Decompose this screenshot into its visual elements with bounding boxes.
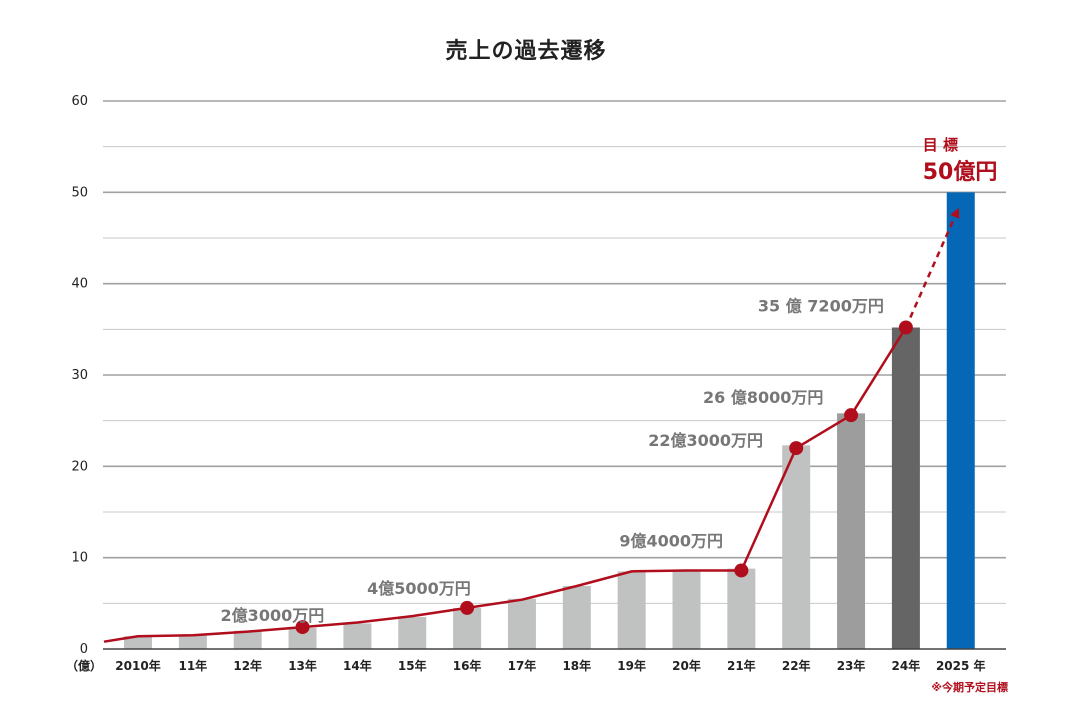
y-unit-label: （億） (66, 658, 102, 673)
trend-marker (460, 600, 475, 615)
x-tick-label: 11年 (178, 658, 207, 673)
bar (837, 413, 866, 649)
trend-marker (734, 563, 749, 578)
footnote: ※今期予定目標 (931, 680, 1008, 694)
bar (891, 327, 920, 649)
bar (178, 634, 207, 649)
x-tick-label: 2010年 (115, 658, 160, 673)
x-tick-label: 12年 (233, 658, 262, 673)
bar (617, 571, 646, 649)
bar (782, 445, 811, 649)
trend-marker (844, 408, 859, 423)
x-tick-label: 15年 (398, 658, 427, 673)
y-tick-label: 20 (71, 459, 88, 474)
bar (398, 617, 427, 649)
value-annotation: 4億5000万円 (367, 579, 471, 598)
bar (288, 627, 317, 649)
bar (727, 568, 756, 649)
label-layer: ※今期予定目標 2億3000万円 4億5000万円 9億4000万円 22億3000万円… (221, 136, 1008, 694)
x-tick-label: 22年 (782, 658, 811, 673)
chart-title: 売上の過去遷移 (445, 39, 607, 64)
bar (124, 636, 152, 649)
y-tick-label: 50 (71, 185, 88, 200)
bar (946, 192, 975, 650)
x-tick-label: 18年 (562, 658, 591, 673)
bar (672, 570, 701, 649)
bar-layer (124, 192, 975, 650)
x-tick-label: 21年 (727, 658, 756, 673)
value-annotation: 2億3000万円 (221, 606, 325, 625)
x-tick-label: 23年 (837, 658, 866, 673)
x-tick-label: 2025 年 (936, 658, 986, 673)
axis-layer: 0 10 20 30 40 50 60 （億） 2010年 11年 12年 13年 14年 15年 16年 1… (66, 94, 1006, 673)
y-tick-label: 0 (80, 642, 88, 657)
trend-marker (295, 620, 310, 635)
bar (507, 598, 536, 649)
bar (343, 623, 372, 649)
x-tick-label: 14年 (343, 658, 372, 673)
trend-line-layer (103, 207, 960, 643)
y-tick-label: 40 (71, 277, 88, 292)
x-tick-label: 20年 (672, 658, 701, 673)
bar (562, 585, 591, 649)
y-tick-label: 10 (71, 551, 88, 566)
x-tick-label: 13年 (288, 658, 317, 673)
value-annotation: 22億3000万円 (648, 431, 763, 450)
value-annotation: 35 億 7200万円 (758, 297, 884, 316)
trend-marker (789, 441, 804, 456)
trend-marker (898, 320, 913, 335)
value-annotation: 9億4000万円 (619, 531, 723, 550)
x-tick-label: 16年 (453, 658, 482, 673)
x-tick-label: 24年 (892, 658, 921, 673)
trend-line (103, 326, 907, 643)
target-value-label: 50億円 (923, 159, 998, 185)
projection-arrow (904, 207, 960, 329)
x-tick-label: 17年 (508, 658, 537, 673)
y-tick-label: 30 (71, 368, 88, 383)
y-tick-label: 60 (71, 94, 88, 109)
bar (233, 630, 262, 649)
value-annotation: 26 億8000万円 (703, 388, 823, 407)
grid-layer (103, 100, 1006, 604)
x-tick-label: 19年 (617, 658, 646, 673)
target-label: 目 標 (923, 136, 958, 154)
